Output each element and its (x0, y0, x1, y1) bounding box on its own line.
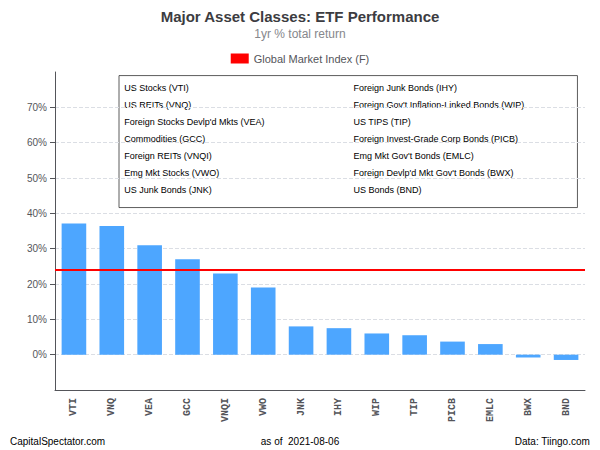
svg-text:50%: 50% (27, 173, 47, 184)
svg-text:Emg Mkt Gov't Bonds (EMLC): Emg Mkt Gov't Bonds (EMLC) (354, 151, 474, 161)
svg-text:Commodities (GCC): Commodities (GCC) (124, 133, 206, 144)
svg-text:PICB: PICB (447, 398, 458, 422)
svg-text:Foreign Invest-Grade Corp Bond: Foreign Invest-Grade Corp Bonds (PICB) (353, 133, 519, 144)
svg-text:US TIPS (TIP): US TIPS (TIP) (354, 117, 411, 127)
svg-text:as of 2021-08-06: as of 2021-08-06 (261, 436, 340, 447)
svg-text:US Stocks (VTI): US Stocks (VTI) (124, 83, 189, 93)
svg-text:Foreign REITs (VNQI): Foreign REITs (VNQI) (124, 151, 212, 161)
svg-text:GCC: GCC (182, 398, 193, 416)
svg-text:BWX: BWX (523, 398, 534, 416)
svg-text:JNK: JNK (296, 398, 307, 416)
svg-text:Foreign Devlp'd Mkt Gov't Bond: Foreign Devlp'd Mkt Gov't Bonds (BWX) (354, 168, 514, 178)
svg-text:TIP: TIP (409, 398, 420, 416)
svg-text:WIP: WIP (371, 398, 382, 416)
svg-text:US Bonds (BND): US Bonds (BND) (354, 185, 422, 195)
svg-text:BND: BND (561, 398, 572, 416)
svg-text:60%: 60% (27, 137, 47, 148)
svg-text:Data: Tiingo.com: Data: Tiingo.com (515, 436, 590, 447)
svg-text:Foreign Gov't Inflation-Linked: Foreign Gov't Inflation-Linked Bonds (WI… (354, 100, 525, 110)
svg-text:Foreign Stocks Devlp'd Mkts (V: Foreign Stocks Devlp'd Mkts (VEA) (124, 117, 264, 127)
svg-text:70%: 70% (27, 102, 47, 113)
svg-text:10%: 10% (27, 314, 47, 325)
svg-text:VWO: VWO (258, 398, 269, 416)
svg-text:VTI: VTI (68, 398, 79, 416)
svg-text:US REITs (VNQ): US REITs (VNQ) (124, 100, 191, 110)
svg-text:1yr % total return: 1yr % total return (254, 27, 345, 41)
svg-text:Global Market Index (F): Global Market Index (F) (254, 53, 370, 65)
svg-text:EMLC: EMLC (485, 398, 496, 422)
svg-text:CapitalSpectator.com: CapitalSpectator.com (10, 436, 105, 447)
svg-text:40%: 40% (27, 208, 47, 219)
svg-text:0%: 0% (33, 349, 48, 360)
svg-text:VEA: VEA (144, 398, 155, 416)
svg-text:Major Asset Classes: ETF Perfo: Major Asset Classes: ETF Performance (161, 8, 440, 25)
svg-text:Emg Mkt Stocks (VWO): Emg Mkt Stocks (VWO) (124, 168, 219, 178)
svg-text:VNQ: VNQ (106, 398, 117, 416)
svg-text:30%: 30% (27, 243, 47, 254)
svg-text:IHY: IHY (333, 398, 344, 416)
svg-text:VNQI: VNQI (220, 398, 231, 422)
svg-text:Foreign Junk Bonds (IHY): Foreign Junk Bonds (IHY) (354, 83, 458, 93)
svg-text:US Junk Bonds (JNK): US Junk Bonds (JNK) (124, 185, 212, 195)
svg-text:20%: 20% (27, 279, 47, 290)
